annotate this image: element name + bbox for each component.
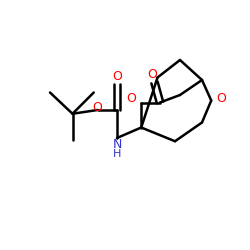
Text: O: O [216,92,226,104]
Text: O: O [147,68,157,82]
Text: O: O [126,92,136,105]
Text: O: O [112,70,122,83]
Text: N: N [112,138,122,151]
Text: O: O [92,102,102,114]
Text: H: H [113,149,121,159]
